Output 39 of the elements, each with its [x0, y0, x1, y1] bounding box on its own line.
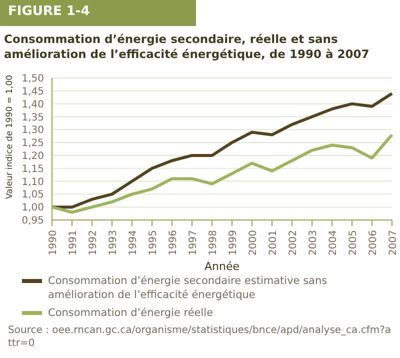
- x-tick-label: 1990: [48, 230, 60, 256]
- x-tick-label: 1996: [168, 230, 180, 256]
- y-tick-label: 1,45: [22, 86, 44, 98]
- x-tick-label: 1995: [148, 230, 160, 256]
- x-tick-label: 1997: [188, 230, 200, 256]
- x-tick-label: 1991: [68, 230, 80, 256]
- legend-label: Consommation d’énergie réelle: [48, 306, 214, 320]
- y-tick-label: 1,35: [22, 112, 44, 124]
- chart-title: FIGURE 1-4: [0, 0, 196, 26]
- line-series: [50, 133, 394, 214]
- y-tick-label: 1,40: [22, 99, 44, 110]
- y-tick-label: 1,50: [22, 74, 44, 85]
- y-tick-label: 1,20: [22, 151, 44, 162]
- y-tick-label: 1,05: [22, 190, 44, 201]
- y-tick-label: 1,15: [22, 164, 44, 175]
- y-axis-title: Valeur indice de 1990 = 1,00: [5, 74, 16, 199]
- y-tick-label: 1,10: [22, 176, 44, 188]
- y-tick-label: 1,30: [22, 125, 44, 136]
- source-note: Source : oee.rncan.gc.ca/organisme/statistiques/bnce/apd/analyse_ca.cfm?attr=0: [7, 324, 392, 350]
- x-tick-label: 2007: [388, 230, 400, 256]
- x-tick-label: 2002: [288, 230, 300, 256]
- x-tick-label: 2006: [368, 230, 380, 256]
- x-tick-label: 1994: [128, 230, 140, 256]
- x-tick-label: 1998: [208, 230, 220, 256]
- x-tick-label: 2000: [248, 230, 260, 256]
- x-tick-label: 2005: [348, 230, 360, 256]
- x-tick-label: 2001: [268, 230, 280, 256]
- legend-label: Consommation d’énergie secondaire estimative sans amélioration de l’efficacité énergétique: [48, 274, 328, 302]
- y-tick-label: 1,25: [22, 138, 44, 150]
- chart-subtitle: Consommation d’énergie secondaire, réelle et sans amélioration de l’efficacité énergétique, de 1990 à 2007: [3, 31, 370, 62]
- x-axis-title: Année: [204, 260, 240, 273]
- x-tick-label: 1992: [88, 230, 100, 256]
- x-tick-label: 1993: [108, 230, 120, 256]
- x-tick-label: 2004: [328, 230, 340, 256]
- y-tick-label: 0,95: [22, 216, 44, 227]
- x-tick-label: 2003: [308, 230, 320, 256]
- x-tick-label: 1999: [228, 230, 240, 256]
- y-tick-label: 1,00: [22, 202, 44, 214]
- line-series: [50, 92, 394, 209]
